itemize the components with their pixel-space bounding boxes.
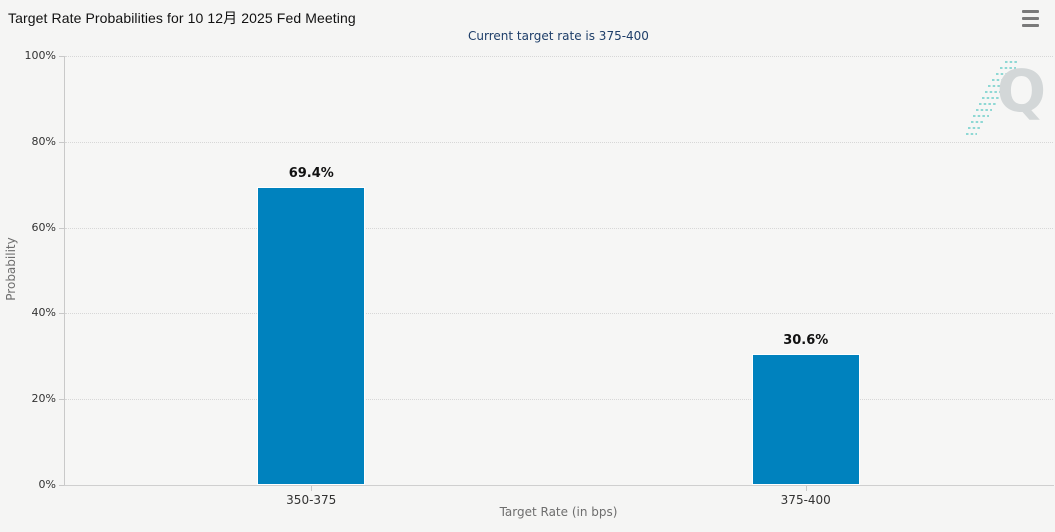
y-tick-label: 40% <box>31 306 56 320</box>
bar-value-label: 30.6% <box>783 332 829 348</box>
hamburger-icon <box>1022 17 1039 20</box>
y-tick-label: 100% <box>24 49 56 62</box>
watermark-q-letter: Q <box>996 57 1046 125</box>
x-tick-label: 375-400 <box>780 493 831 507</box>
bar[interactable] <box>751 353 860 485</box>
chart-title: Target Rate Probabilities for 10 12月 202… <box>8 10 356 26</box>
y-axis-tick <box>59 485 64 486</box>
watermark: Q <box>964 58 1048 140</box>
chart-subtitle: Current target rate is 375-400 <box>468 29 649 43</box>
y-axis-tick <box>59 399 64 401</box>
y-gridline <box>65 313 1053 315</box>
y-axis-tick <box>59 313 64 315</box>
y-tick-label: 80% <box>31 134 56 148</box>
plot-area: Q <box>64 56 1054 486</box>
y-gridline <box>65 399 1053 401</box>
y-gridline <box>65 227 1053 229</box>
y-axis-title: Probability <box>4 237 18 301</box>
x-axis-title: Target Rate (in bps) <box>499 505 618 519</box>
hamburger-icon <box>1022 24 1039 27</box>
bar-value-label: 69.4% <box>288 166 334 182</box>
hamburger-icon <box>1022 10 1039 13</box>
bar[interactable] <box>257 187 366 485</box>
y-tick-label: 60% <box>31 220 56 234</box>
y-gridline <box>65 56 1053 57</box>
watermark-swoosh-icon <box>966 61 1019 135</box>
x-axis-tick <box>805 486 807 491</box>
y-tick-label: 20% <box>31 392 56 406</box>
chart-context-menu-button[interactable] <box>1019 8 1043 29</box>
y-gridline <box>65 141 1053 143</box>
x-tick-label: 350-375 <box>286 493 337 507</box>
x-axis-tick <box>311 486 313 491</box>
y-axis-tick <box>59 56 64 57</box>
y-tick-label: 0% <box>38 478 56 491</box>
y-axis-tick <box>59 227 64 229</box>
y-axis-tick <box>59 141 64 143</box>
